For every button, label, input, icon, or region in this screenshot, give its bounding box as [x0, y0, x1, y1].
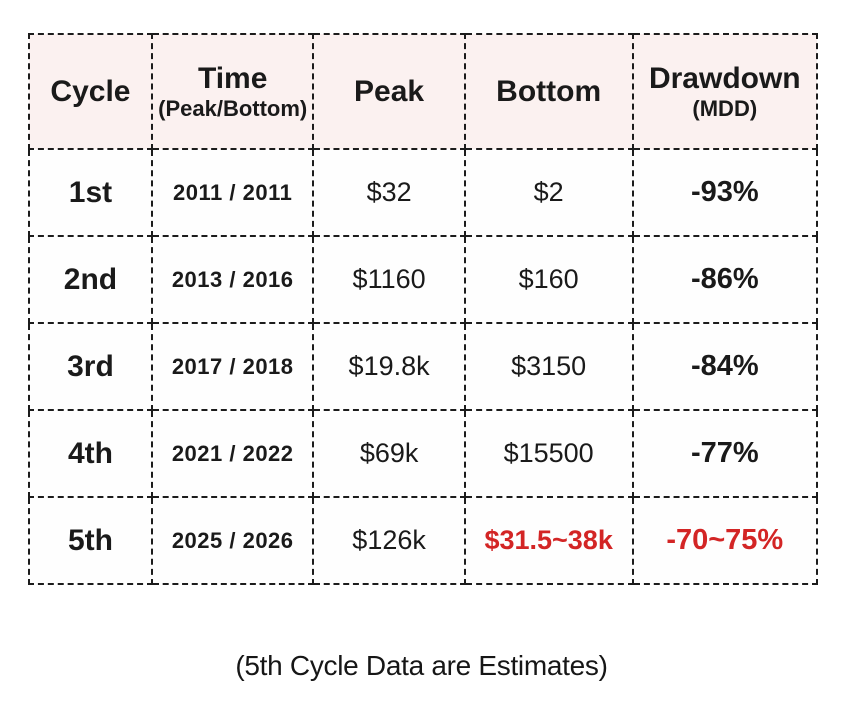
table-row-estimates: 5th 2025 / 2026 $126k $31.5~38k -70~75%	[28, 496, 819, 585]
cell-drawdown-estimate: -70~75%	[631, 496, 819, 585]
cell-time: 2025 / 2026	[150, 496, 315, 585]
cell-peak: $1160	[312, 235, 466, 324]
cell-bottom: $160	[463, 235, 634, 324]
cell-bottom: $2	[463, 148, 634, 237]
cell-bottom: $15500	[463, 409, 634, 498]
column-header-drawdown-sublabel: (MDD)	[692, 95, 758, 121]
cell-time: 2017 / 2018	[150, 322, 315, 411]
cell-peak: $69k	[312, 409, 466, 498]
cell-drawdown: -86%	[631, 235, 819, 324]
column-header-peak: Peak	[312, 33, 466, 150]
column-header-drawdown: Drawdown (MDD)	[631, 33, 819, 150]
cell-bottom: $3150	[463, 322, 634, 411]
cell-cycle: 1st	[28, 148, 153, 237]
column-header-peak-label: Peak	[354, 75, 425, 108]
column-header-bottom-label: Bottom	[496, 75, 602, 108]
estimates-note: (5th Cycle Data are Estimates)	[235, 650, 608, 681]
cell-drawdown: -93%	[631, 148, 819, 237]
cell-time: 2021 / 2022	[150, 409, 315, 498]
cell-cycle: 3rd	[28, 322, 153, 411]
cell-peak: $19.8k	[312, 322, 466, 411]
table-row: 2nd 2013 / 2016 $1160 $160 -86%	[28, 235, 819, 324]
column-header-time-sublabel: (Peak/Bottom)	[158, 95, 308, 121]
cell-time: 2013 / 2016	[150, 235, 315, 324]
column-header-cycle: Cycle	[28, 33, 153, 150]
table-row: 1st 2011 / 2011 $32 $2 -93%	[28, 148, 819, 237]
column-header-cycle-label: Cycle	[50, 75, 131, 108]
cell-peak: $32	[312, 148, 466, 237]
cell-cycle: 2nd	[28, 235, 153, 324]
cell-cycle: 4th	[28, 409, 153, 498]
table-row: 3rd 2017 / 2018 $19.8k $3150 -84%	[28, 322, 819, 411]
column-header-bottom: Bottom	[463, 33, 634, 150]
cell-peak: $126k	[312, 496, 466, 585]
column-header-time: Time (Peak/Bottom)	[150, 33, 315, 150]
cell-cycle: 5th	[28, 496, 153, 585]
cell-bottom-estimate: $31.5~38k	[463, 496, 634, 585]
cell-time: 2011 / 2011	[150, 148, 315, 237]
table-row: 4th 2021 / 2022 $69k $15500 -77%	[28, 409, 819, 498]
column-header-drawdown-label: Drawdown	[648, 61, 801, 95]
column-header-time-label: Time	[197, 61, 268, 95]
cell-drawdown: -84%	[631, 322, 819, 411]
cycle-table: Cycle Time (Peak/Bottom) Peak Bottom Dra…	[28, 33, 819, 585]
table-header-row: Cycle Time (Peak/Bottom) Peak Bottom Dra…	[28, 33, 819, 150]
cell-drawdown: -77%	[631, 409, 819, 498]
